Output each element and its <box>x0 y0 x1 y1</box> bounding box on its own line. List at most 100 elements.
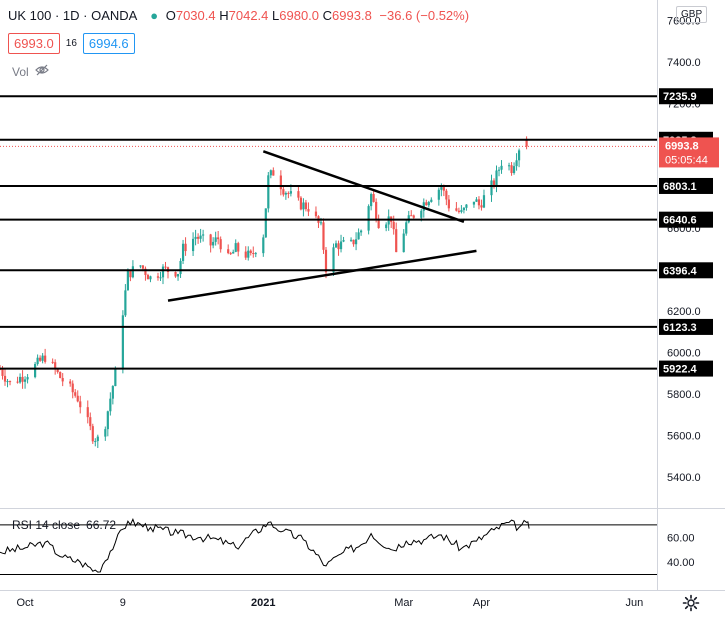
close-label: C <box>322 8 333 23</box>
low-label: L <box>272 8 280 23</box>
eye-off-icon[interactable] <box>34 64 49 79</box>
candle-body <box>202 234 205 236</box>
rsi-value: 66.72 <box>86 518 117 532</box>
candle-body <box>131 266 135 278</box>
candle-body <box>307 209 310 212</box>
x-tick-label: Mar <box>394 597 413 609</box>
candle-body <box>174 271 177 277</box>
candle-body <box>392 221 395 230</box>
candle-body <box>94 441 97 443</box>
candle-body <box>385 224 388 229</box>
candle-body <box>492 180 496 186</box>
currency-badge[interactable]: GBP <box>676 6 708 23</box>
gear-icon[interactable] <box>682 594 700 617</box>
candle-body <box>149 276 152 280</box>
candle-body <box>191 238 195 252</box>
candle-body <box>440 187 443 190</box>
candle-body <box>144 268 147 275</box>
volume-label: Vol <box>12 64 29 79</box>
candle-body <box>234 243 237 252</box>
candle-body <box>209 234 212 246</box>
candle-body <box>455 208 458 211</box>
candle-body <box>332 247 335 273</box>
candle-body <box>56 369 59 373</box>
spread-value: 16 <box>65 38 77 49</box>
candle-body <box>244 251 247 258</box>
candle-body <box>34 363 37 378</box>
rsi-legend: RSI 14 close 66.72 <box>12 518 116 532</box>
price-tag-value: 6993.8 <box>665 140 699 152</box>
x-tick-label: Oct <box>17 597 34 609</box>
volume-legend: Vol <box>12 64 49 79</box>
trendline <box>167 249 477 302</box>
y-tick-label: 5400.0 <box>667 472 701 484</box>
price-tag <box>659 137 719 168</box>
price-tag-countdown: 05:05:44 <box>665 154 708 166</box>
candle-body <box>267 175 270 209</box>
candle-body <box>367 206 370 231</box>
buy-button[interactable]: 6994.6 <box>82 33 135 54</box>
candle-body <box>425 202 428 206</box>
candle-body <box>510 165 513 174</box>
candle-body <box>319 222 323 224</box>
candle-body <box>6 381 9 383</box>
y-tick-label: 6200.0 <box>667 306 701 318</box>
candle-body <box>69 381 72 384</box>
candle-body <box>254 253 257 255</box>
candle-body <box>442 187 445 191</box>
y-tick-label: 7400.0 <box>667 57 701 69</box>
candle-body <box>54 362 57 370</box>
sell-button[interactable]: 6993.0 <box>8 33 60 54</box>
candle-body <box>377 219 380 229</box>
candle-body <box>146 274 150 280</box>
y-tick-label: 6000.0 <box>667 347 701 359</box>
candle-body <box>482 195 486 208</box>
candle-body <box>229 253 232 255</box>
candle-body <box>76 395 79 402</box>
candle-body <box>402 233 405 253</box>
candle-body <box>500 165 503 170</box>
level-tag-label: 6803.1 <box>663 181 697 193</box>
candle-body <box>480 205 483 208</box>
candle-body <box>74 392 77 396</box>
candle-body <box>61 377 64 382</box>
candle-body <box>39 357 42 361</box>
change-value: −36.6 (−0.52%) <box>379 8 470 23</box>
rsi-tick-label: 40.00 <box>667 557 695 569</box>
x-tick-label: 2021 <box>251 597 275 609</box>
high-label: H <box>219 8 229 23</box>
candle-body <box>214 237 217 242</box>
candle-body <box>475 199 478 202</box>
rsi-line <box>0 517 530 573</box>
level-tag-label: 6396.4 <box>663 265 698 277</box>
candle-body <box>111 386 114 399</box>
candle-body <box>477 199 481 206</box>
y-tick-label: 7600.0 <box>667 16 701 28</box>
symbol-title[interactable]: UK 100 · 1D · OANDA <box>8 8 137 23</box>
level-tag <box>659 360 713 377</box>
candle-body <box>525 138 528 147</box>
x-tick-label: 9 <box>120 597 126 609</box>
candle-body <box>395 229 398 253</box>
candle-body <box>156 276 160 278</box>
candle-body <box>337 243 340 250</box>
candle-body <box>141 265 145 269</box>
candle-body <box>287 193 290 195</box>
candle-body <box>297 191 300 198</box>
rsi-label: RSI 14 close <box>12 518 81 532</box>
candle-body <box>427 201 430 206</box>
candle-body <box>249 250 252 254</box>
candle-body <box>159 277 162 279</box>
candle-body <box>89 417 92 427</box>
candle-body <box>284 193 287 195</box>
candle-body <box>109 398 112 412</box>
candle-body <box>212 241 215 246</box>
candle-body <box>370 194 373 207</box>
candle-body <box>3 375 7 382</box>
candle-body <box>322 222 325 250</box>
level-tag <box>659 88 713 105</box>
open-value: 7030.4 <box>175 8 216 23</box>
candle-body <box>430 199 433 202</box>
candle-body <box>462 207 466 211</box>
candle-body <box>232 251 235 254</box>
